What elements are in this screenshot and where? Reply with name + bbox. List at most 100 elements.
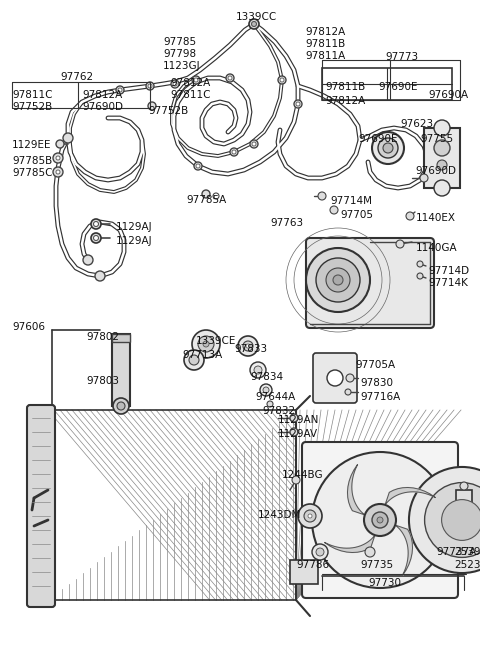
Text: 1129EE: 1129EE (12, 140, 51, 150)
Circle shape (294, 100, 302, 108)
Circle shape (249, 19, 259, 29)
Circle shape (290, 428, 298, 436)
Circle shape (56, 156, 60, 160)
Text: 1129AV: 1129AV (278, 429, 318, 439)
Text: 97713A: 97713A (182, 350, 222, 360)
Text: 97832: 97832 (262, 406, 295, 416)
Text: 97762: 97762 (60, 72, 93, 82)
Text: 97690D: 97690D (415, 166, 456, 176)
Circle shape (296, 102, 300, 106)
Circle shape (192, 76, 200, 84)
Text: 97735: 97735 (360, 560, 393, 570)
Circle shape (113, 398, 129, 414)
Text: 97705: 97705 (340, 210, 373, 220)
Circle shape (434, 120, 450, 136)
Text: 97705A: 97705A (355, 360, 395, 370)
Circle shape (364, 504, 396, 536)
Circle shape (292, 476, 300, 484)
Circle shape (377, 517, 383, 523)
Circle shape (202, 190, 210, 198)
Circle shape (173, 82, 177, 86)
Circle shape (304, 510, 316, 522)
Bar (456, 490, 472, 526)
Polygon shape (324, 535, 375, 553)
Text: 97830: 97830 (360, 378, 393, 388)
FancyBboxPatch shape (302, 442, 458, 598)
Circle shape (383, 143, 393, 153)
Text: 97752B: 97752B (12, 102, 52, 112)
Circle shape (63, 133, 73, 143)
Text: 1123GJ: 1123GJ (163, 61, 201, 71)
Circle shape (56, 140, 64, 148)
FancyBboxPatch shape (313, 353, 357, 403)
Circle shape (280, 78, 284, 82)
Circle shape (146, 82, 154, 90)
Circle shape (267, 401, 273, 407)
Circle shape (318, 192, 326, 200)
Text: 97716A: 97716A (360, 392, 400, 402)
Circle shape (95, 271, 105, 281)
Text: 97811B: 97811B (325, 82, 365, 92)
Polygon shape (395, 525, 412, 576)
Text: 97785C: 97785C (12, 168, 52, 178)
Text: 97798: 97798 (163, 49, 196, 59)
Circle shape (460, 482, 468, 490)
Text: 1129AJ: 1129AJ (116, 222, 153, 232)
Polygon shape (385, 487, 435, 505)
Circle shape (196, 164, 200, 168)
Circle shape (83, 255, 93, 265)
Text: 97785A: 97785A (186, 195, 226, 205)
Text: 97785B: 97785B (12, 156, 52, 166)
Circle shape (345, 389, 351, 395)
Text: 97773: 97773 (385, 52, 418, 62)
Circle shape (365, 547, 375, 557)
Text: 97785: 97785 (163, 37, 196, 47)
Bar (290, 560, 318, 584)
Text: 97812A: 97812A (325, 96, 365, 106)
Text: 97786: 97786 (296, 560, 329, 570)
Text: 97690E: 97690E (358, 134, 397, 144)
Text: 97737A: 97737A (436, 547, 476, 557)
FancyBboxPatch shape (27, 405, 55, 607)
Text: 97803: 97803 (86, 376, 119, 386)
Circle shape (425, 483, 480, 557)
Circle shape (254, 366, 262, 374)
Circle shape (189, 355, 199, 365)
Text: 97812A: 97812A (82, 90, 122, 100)
Circle shape (378, 138, 398, 158)
Text: 97644A: 97644A (255, 392, 295, 402)
Circle shape (238, 336, 258, 356)
Circle shape (230, 148, 238, 156)
Circle shape (333, 275, 343, 285)
Circle shape (442, 500, 480, 540)
Text: 1140EX: 1140EX (416, 213, 456, 223)
Text: 25237: 25237 (454, 560, 480, 570)
Circle shape (53, 153, 63, 163)
Text: 97730: 97730 (368, 578, 401, 588)
Circle shape (326, 268, 350, 292)
Circle shape (148, 84, 152, 88)
Circle shape (94, 236, 98, 240)
Text: 1140GA: 1140GA (416, 243, 457, 253)
Text: 97714D: 97714D (428, 266, 469, 276)
Circle shape (306, 248, 370, 312)
Text: 97752B: 97752B (148, 106, 188, 116)
Circle shape (192, 330, 220, 358)
Circle shape (420, 174, 428, 182)
Text: 97802: 97802 (86, 332, 119, 342)
Text: 1243DM: 1243DM (258, 510, 301, 520)
Circle shape (56, 170, 60, 174)
Text: 1129AN: 1129AN (278, 415, 319, 425)
Circle shape (232, 150, 236, 154)
Circle shape (194, 78, 198, 82)
Bar (112, 334, 130, 342)
Circle shape (316, 258, 360, 302)
Circle shape (417, 273, 423, 279)
Circle shape (278, 76, 286, 84)
Circle shape (252, 22, 256, 26)
Text: 97606: 97606 (12, 322, 45, 332)
Circle shape (250, 362, 266, 378)
Text: 25393: 25393 (454, 547, 480, 557)
Circle shape (246, 344, 250, 348)
Text: 97812A: 97812A (170, 78, 210, 88)
